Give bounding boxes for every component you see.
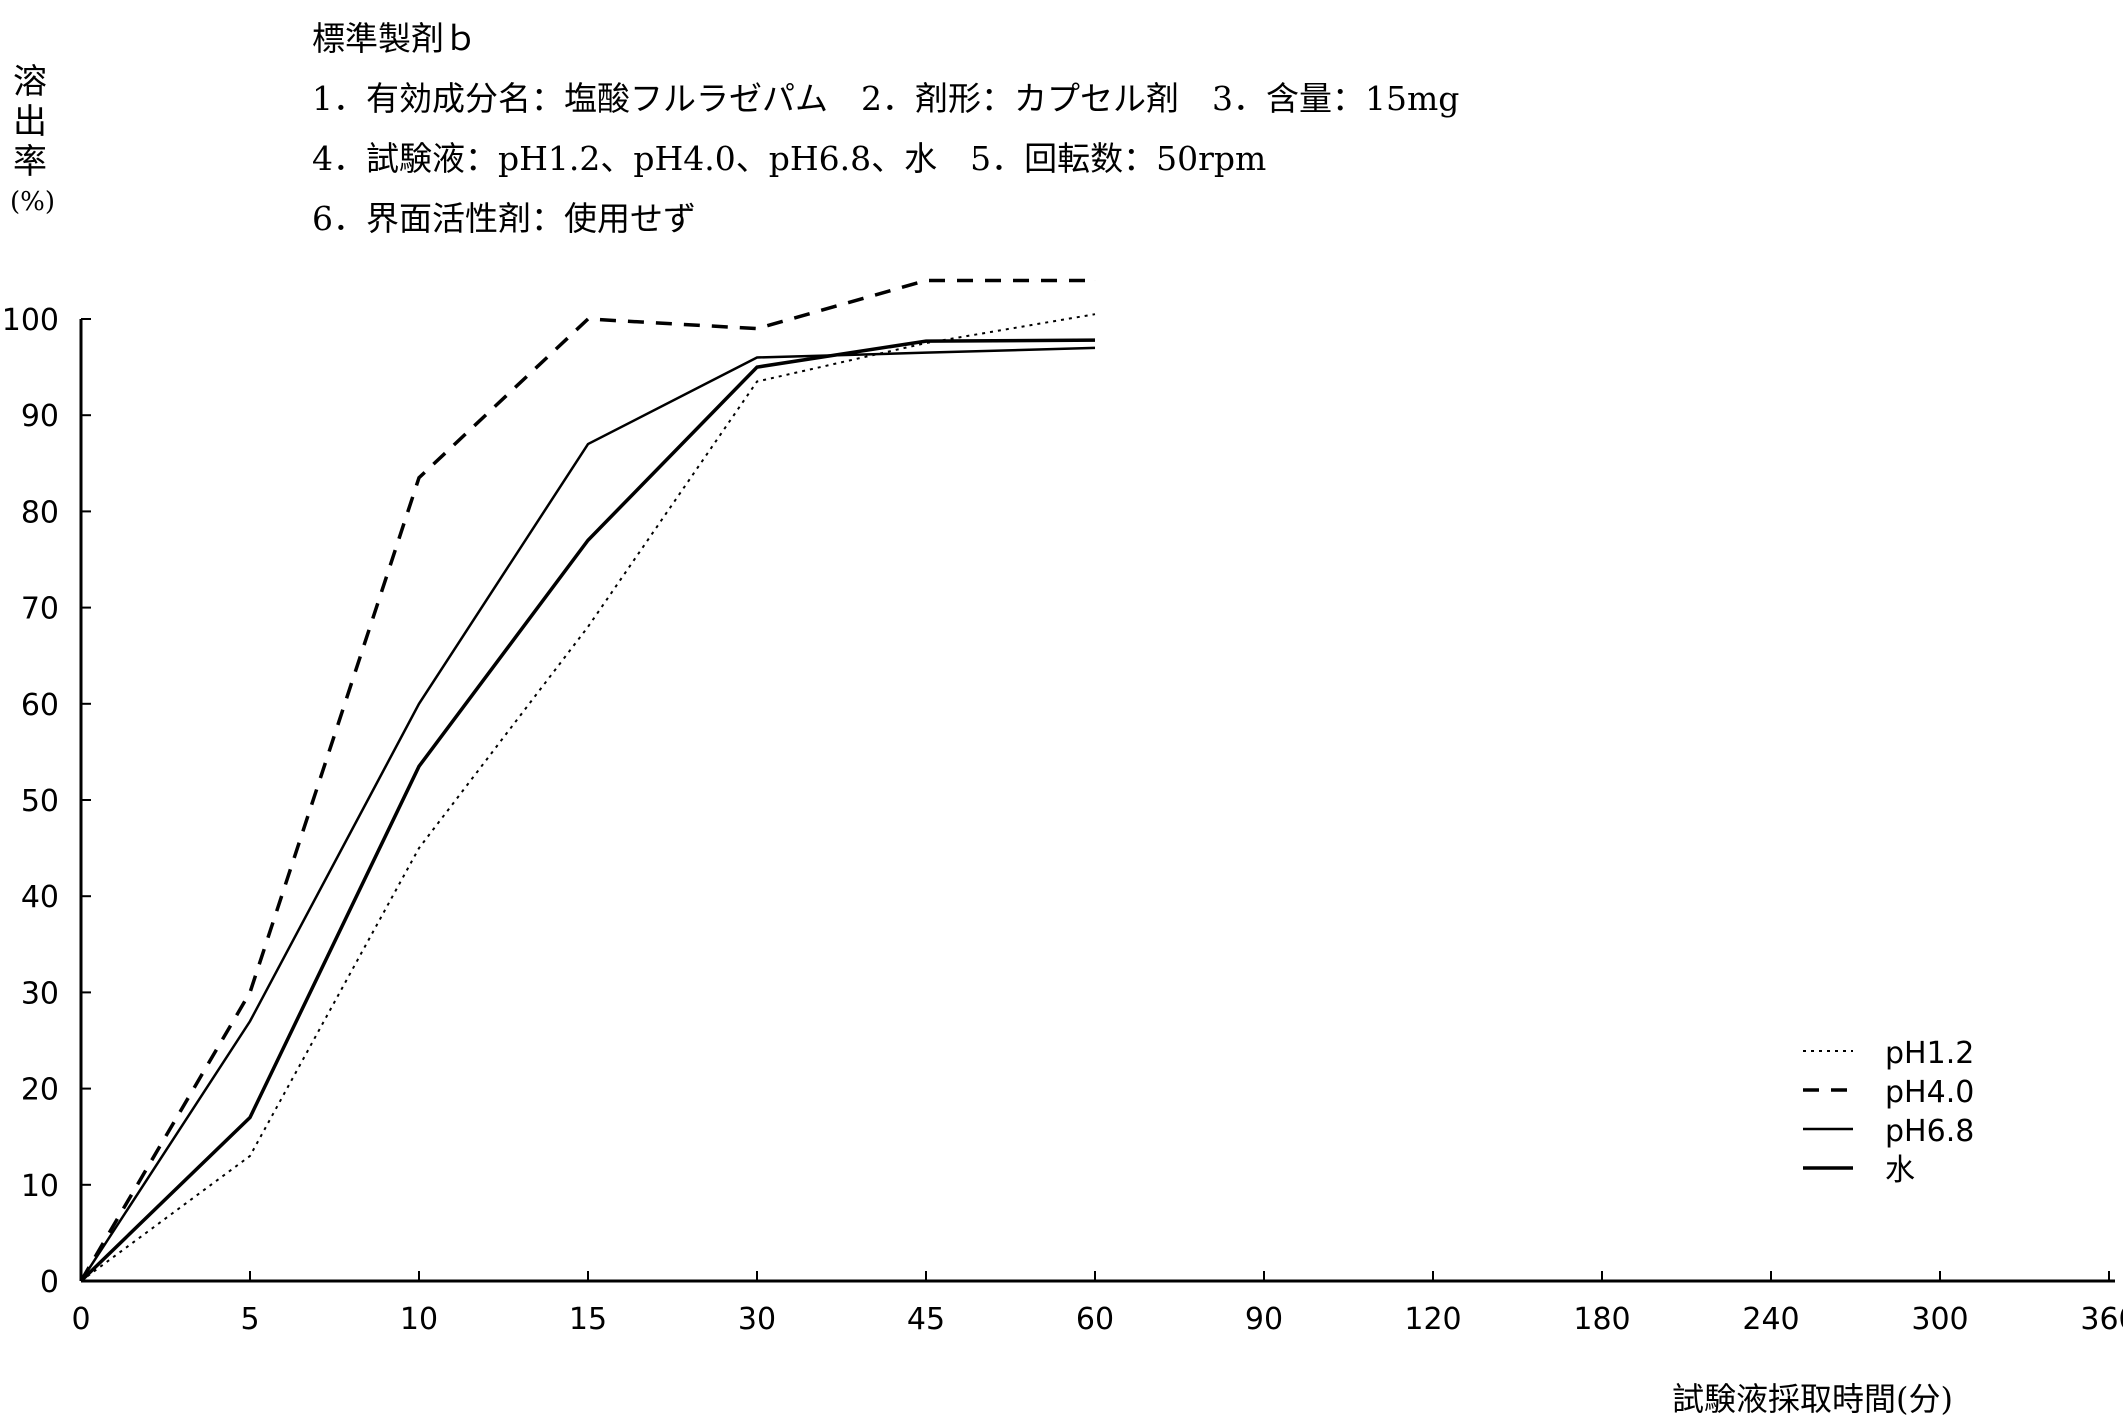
y-tick-label: 0	[40, 1265, 59, 1300]
series-line-pH4.0	[81, 281, 1095, 1281]
legend-label: pH4.0	[1885, 1075, 1974, 1110]
y-tick-label: 70	[21, 592, 59, 627]
legend-label: 水	[1885, 1153, 1915, 1188]
x-tick-label: 90	[1245, 1302, 1283, 1337]
y-tick-label: 80	[21, 495, 59, 530]
series-line-水	[81, 340, 1095, 1281]
x-tick-label: 300	[1911, 1302, 1968, 1337]
x-tick-label: 10	[400, 1302, 438, 1337]
x-tick-label: 180	[1573, 1302, 1630, 1337]
x-tick-label: 360	[2080, 1302, 2123, 1337]
y-tick-label: 60	[21, 688, 59, 723]
x-tick-label: 15	[569, 1302, 607, 1337]
y-tick-label: 100	[2, 303, 59, 338]
x-tick-label: 45	[907, 1302, 945, 1337]
y-tick-label: 20	[21, 1073, 59, 1108]
x-tick-label: 5	[240, 1302, 259, 1337]
y-tick-label: 30	[21, 976, 59, 1011]
x-tick-label: 30	[738, 1302, 776, 1337]
x-tick-label: 240	[1742, 1302, 1799, 1337]
series-line-pH6.8	[81, 348, 1095, 1281]
y-tick-label: 40	[21, 880, 59, 915]
x-tick-label: 60	[1076, 1302, 1114, 1337]
y-tick-label: 90	[21, 399, 59, 434]
legend-label: pH1.2	[1885, 1036, 1974, 1071]
legend-label: pH6.8	[1885, 1114, 1974, 1149]
y-tick-label: 10	[21, 1169, 59, 1204]
x-tick-label: 0	[71, 1302, 90, 1337]
x-tick-label: 120	[1404, 1302, 1461, 1337]
x-axis-label: 試験液採取時間(分)	[1672, 1374, 1953, 1420]
y-tick-label: 50	[21, 784, 59, 819]
